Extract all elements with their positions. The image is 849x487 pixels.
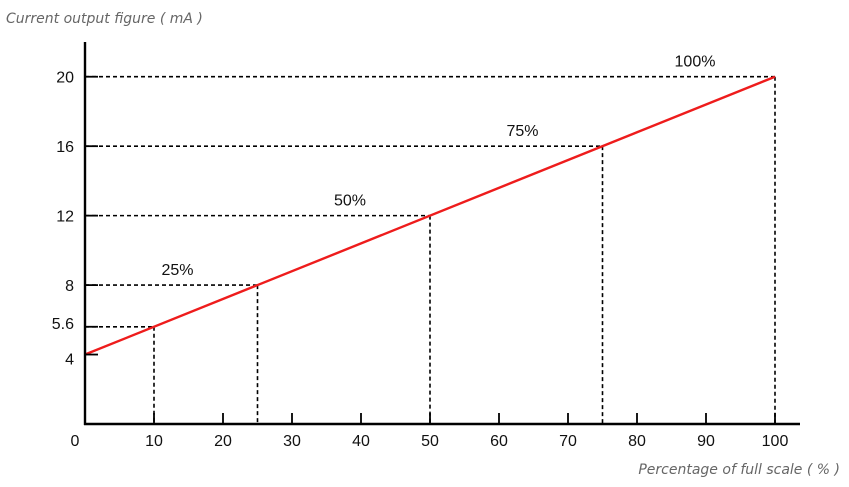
x-tick-label-40: 40 xyxy=(352,433,370,450)
x-tick-label-20: 20 xyxy=(214,433,232,450)
y-tick-label-12: 12 xyxy=(56,209,74,226)
percentage-label-25: 25% xyxy=(161,262,193,279)
x-tick-label-90: 90 xyxy=(697,433,715,450)
y-ticks: 4 5.6 8 12 16 20 xyxy=(52,70,98,369)
axes xyxy=(83,42,800,426)
y-tick-label-4: 4 xyxy=(65,352,74,369)
series-layer xyxy=(84,75,776,356)
x-tick-label-80: 80 xyxy=(628,433,646,450)
guide-lines xyxy=(85,75,776,424)
x-tick-label-0: 0 xyxy=(71,433,80,450)
y-axis-title: Current output figure ( mA ) xyxy=(6,11,203,27)
x-tick-label-100: 100 xyxy=(762,433,789,450)
y-tick-label-8: 8 xyxy=(65,278,74,295)
y-tick-label-20: 20 xyxy=(56,70,74,87)
series-line-0 xyxy=(84,75,776,356)
percentage-labels: 25% 50% 75% 100% xyxy=(161,54,715,279)
percentage-label-75: 75% xyxy=(506,123,538,140)
percentage-label-100: 100% xyxy=(675,54,716,71)
y-tick-label-5-6: 5.6 xyxy=(52,316,74,333)
x-ticks: 0 10 20 30 40 50 60 70 80 90 100 xyxy=(71,413,789,450)
percentage-label-50: 50% xyxy=(334,193,366,210)
x-tick-label-30: 30 xyxy=(283,433,301,450)
x-tick-label-70: 70 xyxy=(559,433,577,450)
y-tick-label-16: 16 xyxy=(56,139,74,156)
x-tick-label-50: 50 xyxy=(421,433,439,450)
x-tick-label-10: 10 xyxy=(145,433,163,450)
x-tick-label-60: 60 xyxy=(490,433,508,450)
x-axis-title: Percentage of full scale ( % ) xyxy=(638,462,840,478)
